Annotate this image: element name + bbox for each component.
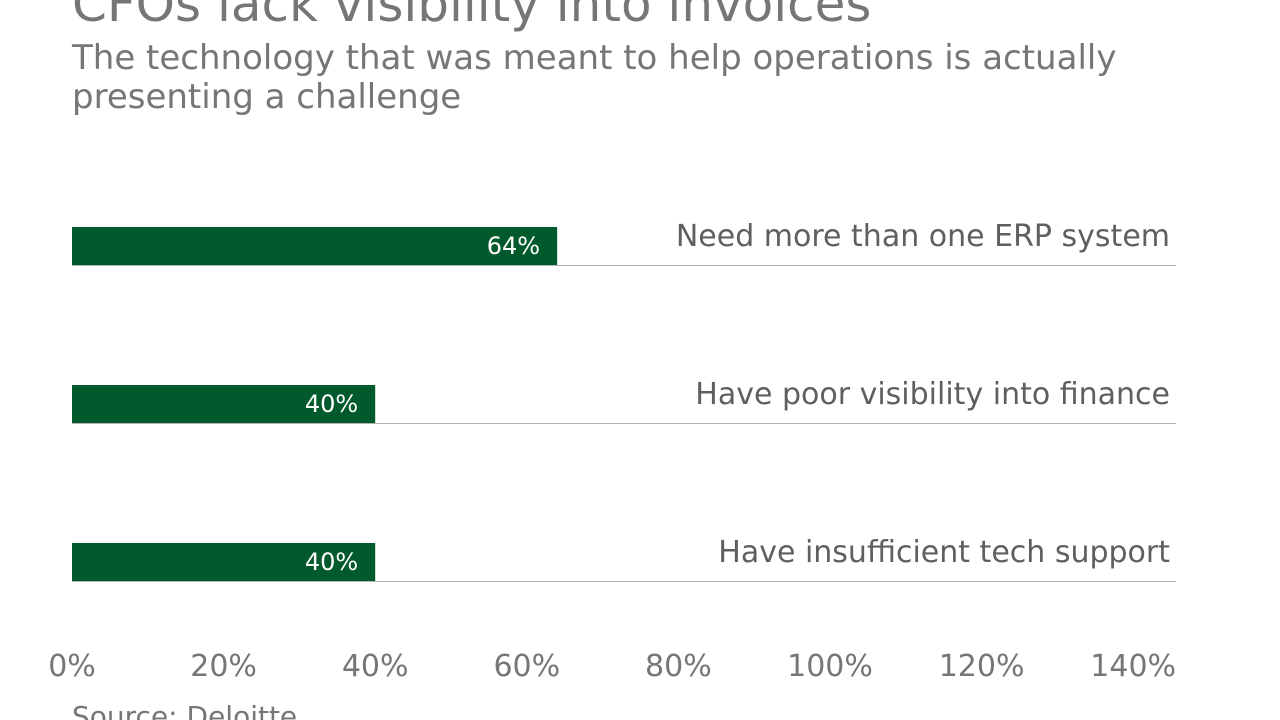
x-tick-label: 80% (645, 649, 712, 684)
bar-value-label: 64% (487, 232, 540, 260)
x-tick-label: 140% (1090, 649, 1176, 684)
bar (72, 227, 558, 265)
x-tick-label: 60% (493, 649, 560, 684)
category-label: Have poor visibility into finance (695, 377, 1170, 412)
bar (72, 543, 376, 581)
chart-subtitle: The technology that was meant to help op… (72, 38, 1117, 117)
category-label: Need more than one ERP system (676, 219, 1170, 254)
x-tick-label: 40% (342, 649, 409, 684)
x-tick-label: 120% (939, 649, 1025, 684)
bar-value-label: 40% (305, 390, 358, 418)
bar-value-label: 40% (305, 548, 358, 576)
x-tick-label: 20% (190, 649, 257, 684)
x-tick-label: 0% (48, 649, 96, 684)
category-label: Have insufficient tech support (718, 535, 1170, 570)
x-tick-label: 100% (787, 649, 873, 684)
bar (72, 385, 376, 423)
source-note: Source: Deloitte (72, 700, 298, 720)
chart-title: CFOs lack visibility into invoices (72, 0, 872, 33)
